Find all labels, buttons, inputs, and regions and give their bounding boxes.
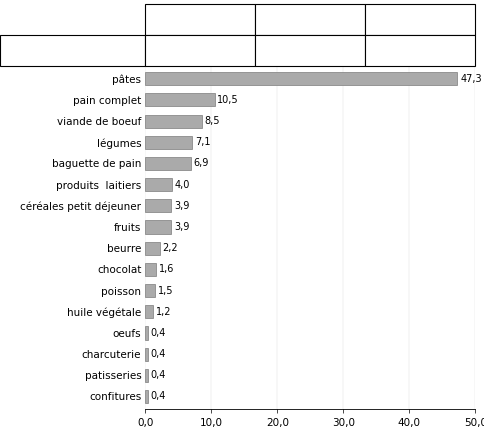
Bar: [145, 157, 191, 170]
Text: 1,2: 1,2: [156, 307, 171, 317]
Text: Sucres lents: Sucres lents: [36, 46, 109, 55]
Text: 3,9: 3,9: [173, 222, 189, 232]
Text: 1ère citation: 1ère citation: [162, 15, 238, 25]
Text: 16,3: 16,3: [408, 46, 431, 55]
Bar: [145, 220, 171, 234]
Bar: [145, 199, 171, 213]
Text: 1,5: 1,5: [158, 286, 173, 296]
Text: 6,9: 6,9: [193, 158, 209, 169]
Text: 47,3: 47,3: [459, 74, 481, 84]
Bar: [145, 369, 148, 382]
Text: 7,1: 7,1: [195, 137, 210, 147]
Text: Ensemble: Ensemble: [391, 15, 448, 25]
Text: 0,4: 0,4: [151, 349, 166, 359]
Text: 2,2: 2,2: [162, 243, 178, 253]
Bar: [145, 348, 148, 361]
Bar: [145, 242, 160, 255]
Bar: [145, 263, 156, 276]
Text: 4,0: 4,0: [174, 180, 190, 190]
Bar: [145, 93, 214, 106]
Bar: [145, 284, 155, 297]
Text: 1,6: 1,6: [158, 264, 174, 275]
Text: 0,4: 0,4: [151, 328, 166, 338]
Text: 0,4: 0,4: [151, 370, 166, 380]
Text: 11,2: 11,2: [188, 46, 212, 55]
Text: 0,4: 0,4: [151, 392, 166, 401]
Bar: [145, 178, 171, 191]
Bar: [145, 305, 153, 318]
Bar: [145, 390, 148, 403]
Text: 2ème citation: 2ème citation: [269, 15, 350, 25]
Bar: [145, 114, 201, 128]
Text: 5,1: 5,1: [302, 46, 318, 55]
Text: 10,5: 10,5: [217, 95, 239, 105]
Bar: [145, 72, 456, 85]
Text: 8,5: 8,5: [204, 116, 219, 126]
Text: 3,9: 3,9: [173, 201, 189, 211]
Bar: [145, 326, 148, 340]
Bar: [145, 136, 192, 149]
